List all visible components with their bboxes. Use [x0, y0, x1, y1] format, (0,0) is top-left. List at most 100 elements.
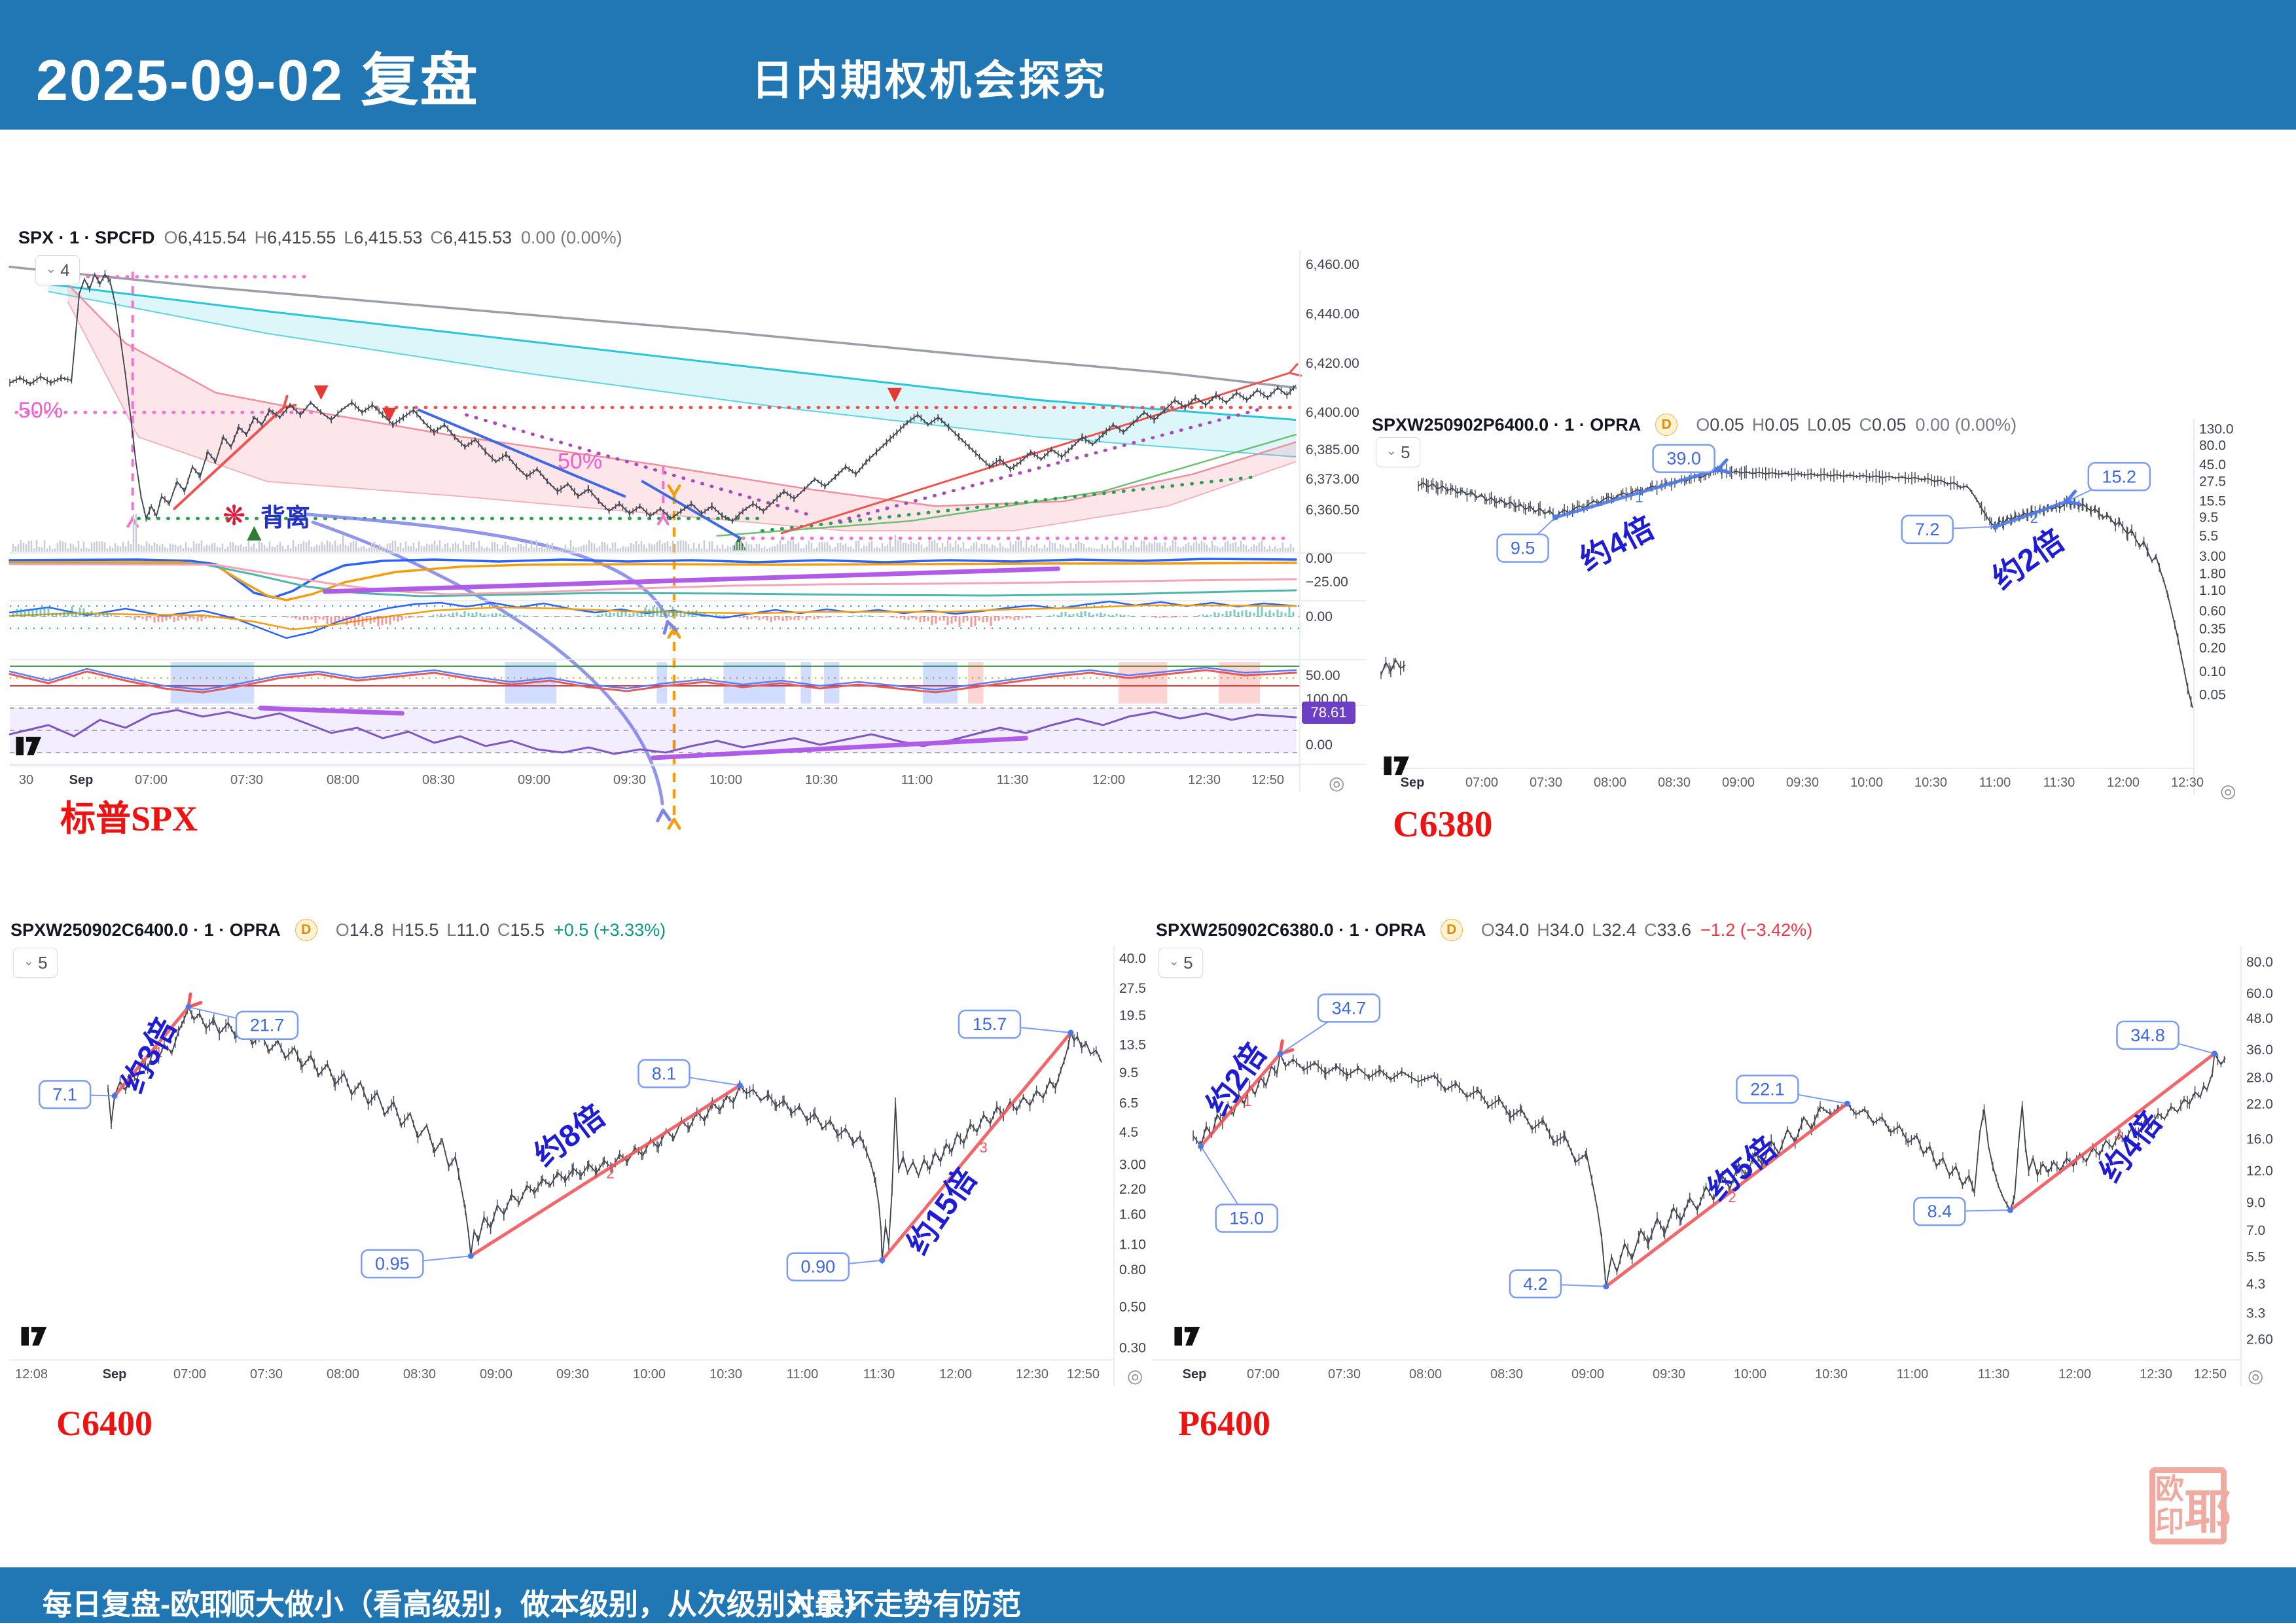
overlay-trend[interactable] — [780, 372, 1291, 535]
c6400-caption: C6400 — [56, 1404, 152, 1443]
x-axis-tick: 08:00 — [1594, 776, 1626, 790]
x-axis-tick: 07:30 — [1530, 776, 1562, 790]
y-axis-tick: 12.0 — [2246, 1164, 2273, 1179]
annotation-box[interactable] — [1509, 1269, 1562, 1299]
spx-interval-value: 4 — [60, 260, 70, 280]
spx-change: 0.00 (0.00%) — [521, 227, 622, 247]
signal-zone — [656, 662, 668, 704]
multiple-note: 约3倍 — [115, 1012, 183, 1098]
annotation-box[interactable] — [361, 1249, 424, 1279]
y-axis-tick: 6,440.00 — [1306, 306, 1359, 321]
trend-line[interactable] — [880, 1031, 1073, 1262]
c6400-interval-chip[interactable]: ⌄ 5 — [13, 948, 58, 978]
overlay-line — [716, 433, 1297, 537]
trend-line[interactable] — [469, 1084, 742, 1258]
annotation-box[interactable] — [1215, 1204, 1278, 1233]
trend-line[interactable] — [1199, 1052, 1282, 1149]
footer-principle: 顺大做小（看高级别，做本级别，从次级别入手） — [226, 1588, 874, 1621]
x-axis-tick: 08:30 — [422, 773, 455, 787]
anchor-dot — [1198, 1143, 1204, 1150]
spx-title-row: SPX · 1 · SPCFD O6,415.54 H6,415.55 L6,415… — [18, 226, 622, 249]
x-axis-tick: 12:30 — [1016, 1367, 1049, 1382]
eye-icon[interactable]: ◎ — [1127, 1366, 1143, 1386]
trend-line[interactable] — [1554, 468, 1720, 520]
trend-line[interactable] — [1994, 499, 2069, 529]
spx-interval-chip[interactable]: ⌄ 4 — [35, 255, 80, 285]
y-axis-tick: 22.0 — [2246, 1097, 2273, 1112]
anchor-dot — [467, 1253, 474, 1259]
overlay-trend[interactable] — [641, 480, 742, 540]
y-axis-tick: 1.10 — [2199, 583, 2226, 598]
tradingview-logo[interactable] — [20, 1325, 50, 1348]
y-axis-tick: 2.60 — [2246, 1332, 2273, 1347]
arrow-head — [666, 620, 678, 632]
p6400-caption: C6380 — [1393, 804, 1493, 845]
y-axis-tick: 6,460.00 — [1306, 257, 1359, 272]
annotation-box[interactable] — [1913, 1196, 1966, 1226]
x-axis-tick: 12:30 — [2140, 1367, 2172, 1382]
annotation-box[interactable] — [1652, 444, 1715, 473]
annotation-box[interactable] — [235, 1010, 299, 1040]
annotation-value: 7.1 — [52, 1085, 77, 1105]
anchor-dot — [1552, 514, 1559, 521]
y-axis-tick: 1.80 — [2199, 567, 2226, 582]
annotation-box[interactable] — [786, 1252, 850, 1281]
annotation-box[interactable] — [637, 1059, 691, 1088]
annotation-value: 7.2 — [1915, 520, 1940, 539]
c6380-interval-chip[interactable]: ⌄ 5 — [1158, 948, 1203, 978]
eye-icon[interactable]: ◎ — [1329, 773, 1345, 793]
x-axis-tick: 12:50 — [2194, 1367, 2227, 1382]
x-axis-tick: 12:00 — [2107, 776, 2140, 790]
trend-line[interactable] — [1604, 1101, 1849, 1289]
eye-icon[interactable]: ◎ — [2248, 1366, 2264, 1386]
y-axis-tick: 0.30 — [1119, 1340, 1146, 1355]
y-axis-tick: 3.00 — [2199, 549, 2226, 564]
panel-tick: −25.00 — [1306, 575, 1348, 590]
x-axis-tick: 12:08 — [15, 1367, 48, 1382]
tradingview-logo[interactable] — [14, 734, 45, 758]
y-axis-tick: 0.35 — [2199, 622, 2226, 637]
overlay-trend[interactable] — [173, 406, 285, 510]
annotation-box[interactable] — [1901, 514, 1954, 544]
anchor-dot — [1844, 1100, 1850, 1107]
footer-risk-note: 对最坏走势有防范 — [785, 1588, 1022, 1621]
anchor-dot — [736, 1082, 743, 1089]
trend-line[interactable] — [113, 1005, 190, 1098]
annotation-box[interactable] — [38, 1080, 92, 1109]
anchor-dot — [879, 1257, 886, 1264]
overlay-trend[interactable] — [417, 408, 626, 498]
x-axis-tick: 11:00 — [1897, 1367, 1929, 1382]
y-axis-tick: 1.10 — [1119, 1237, 1146, 1252]
y-axis-tick: 6,385.00 — [1306, 442, 1359, 457]
arrow-head — [667, 626, 676, 639]
c6400-ohlc: O14.8 H15.5 L11.0 C15.5 — [335, 919, 545, 940]
tradingview-logo[interactable] — [1173, 1325, 1203, 1348]
x-axis-tick: 12:00 — [939, 1367, 972, 1382]
eye-icon[interactable]: ◎ — [2220, 781, 2236, 801]
p6400-interval-chip[interactable]: ⌄ 5 — [1376, 437, 1420, 467]
p6400-interval-value: 5 — [1401, 442, 1410, 462]
annotation-box[interactable] — [1496, 533, 1549, 563]
multiple-note: 约15倍 — [900, 1162, 983, 1260]
x-axis-tick: 07:30 — [230, 773, 263, 787]
annotation-box[interactable] — [2116, 1020, 2179, 1050]
y-axis-tick: 80.0 — [2199, 438, 2226, 453]
indicator-line — [9, 709, 1297, 755]
y-axis-tick: 0.20 — [2199, 641, 2226, 656]
annotation-box[interactable] — [1736, 1075, 1799, 1104]
tradingview-logo[interactable] — [1382, 754, 1412, 777]
trend-line[interactable] — [2008, 1052, 2216, 1212]
annotation-box[interactable] — [2087, 462, 2151, 491]
x-axis-tick: 08:00 — [327, 773, 359, 787]
annotation-box[interactable] — [958, 1009, 1022, 1039]
x-axis-tick: 07:00 — [173, 1367, 206, 1382]
arrow-head — [126, 517, 134, 528]
c6400-symbol: SPXW250902C6400.0 · 1 · OPRA — [10, 919, 281, 940]
chevron-down-icon: ⌄ — [1386, 443, 1397, 458]
indicator-band — [48, 284, 1296, 457]
panel-tick: 0.00 — [1306, 738, 1333, 753]
annotation-box[interactable] — [1317, 993, 1381, 1023]
chevron-down-icon: ⌄ — [1168, 954, 1180, 969]
indicator-line — [258, 705, 404, 716]
